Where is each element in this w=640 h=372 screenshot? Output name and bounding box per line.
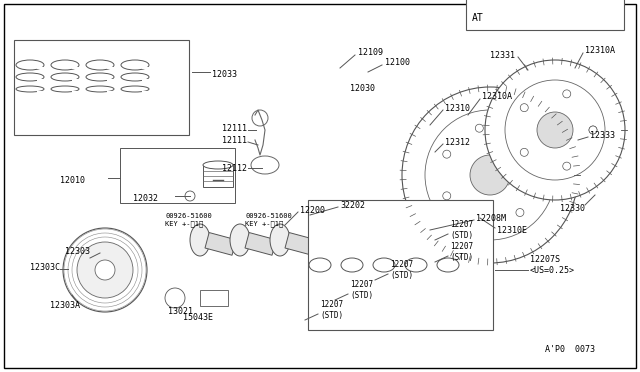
Text: 13021: 13021 xyxy=(168,308,193,317)
Text: 12333: 12333 xyxy=(590,131,615,140)
Bar xyxy=(200,290,228,306)
Circle shape xyxy=(516,134,524,141)
Circle shape xyxy=(520,104,528,112)
Text: 12207
(STD): 12207 (STD) xyxy=(450,242,473,262)
Circle shape xyxy=(425,110,555,240)
Circle shape xyxy=(476,124,483,132)
Bar xyxy=(308,200,493,330)
Text: 12200: 12200 xyxy=(300,205,325,215)
Text: 12112: 12112 xyxy=(222,164,247,173)
Text: 12303C: 12303C xyxy=(30,263,60,273)
Text: 00926-51600
KEY +-（1）: 00926-51600 KEY +-（1） xyxy=(245,213,292,227)
Text: 12109: 12109 xyxy=(358,48,383,57)
Bar xyxy=(466,0,624,30)
Ellipse shape xyxy=(190,224,210,256)
Circle shape xyxy=(443,192,451,200)
Circle shape xyxy=(95,260,115,280)
Circle shape xyxy=(589,126,597,134)
Text: 12207
(STD): 12207 (STD) xyxy=(390,260,413,280)
Ellipse shape xyxy=(350,224,370,256)
Bar xyxy=(325,232,356,255)
Circle shape xyxy=(77,242,133,298)
Circle shape xyxy=(443,150,451,158)
Bar xyxy=(14,40,189,135)
Text: 12303A: 12303A xyxy=(50,301,80,310)
Ellipse shape xyxy=(310,224,330,256)
Text: 12207
(STD): 12207 (STD) xyxy=(350,280,373,300)
Circle shape xyxy=(534,171,542,179)
Circle shape xyxy=(505,80,605,180)
Bar xyxy=(245,232,276,255)
Circle shape xyxy=(476,218,483,226)
Circle shape xyxy=(537,112,573,148)
Text: 12310A: 12310A xyxy=(482,92,512,100)
Text: 12310A: 12310A xyxy=(585,45,615,55)
Circle shape xyxy=(470,155,510,195)
Circle shape xyxy=(185,191,195,201)
Text: 12207
(STD): 12207 (STD) xyxy=(320,300,343,320)
Circle shape xyxy=(534,171,542,179)
Ellipse shape xyxy=(230,224,250,256)
Text: 00926-51600
KEY +-（1）: 00926-51600 KEY +-（1） xyxy=(165,213,212,227)
Text: 12111: 12111 xyxy=(222,135,247,144)
Circle shape xyxy=(589,126,597,134)
Text: 12330: 12330 xyxy=(560,203,585,212)
Text: 12310E: 12310E xyxy=(497,225,527,234)
Ellipse shape xyxy=(270,224,290,256)
Bar xyxy=(285,232,316,255)
Circle shape xyxy=(252,110,268,126)
Text: 12207
(STD): 12207 (STD) xyxy=(450,220,473,240)
Text: 12312: 12312 xyxy=(445,138,470,147)
Circle shape xyxy=(563,90,571,98)
Text: 15043E: 15043E xyxy=(183,314,213,323)
Text: 12032: 12032 xyxy=(133,193,158,202)
Circle shape xyxy=(402,87,578,263)
Text: 12303: 12303 xyxy=(65,247,90,257)
Text: 12111: 12111 xyxy=(222,124,247,132)
Circle shape xyxy=(63,228,147,312)
Text: 12010: 12010 xyxy=(60,176,85,185)
Circle shape xyxy=(563,162,571,170)
Circle shape xyxy=(165,288,185,308)
Text: 12030: 12030 xyxy=(350,83,375,93)
Circle shape xyxy=(520,148,528,156)
Text: 12310: 12310 xyxy=(445,103,470,112)
Text: 32202: 32202 xyxy=(340,201,365,209)
Text: 12208M: 12208M xyxy=(476,214,506,222)
Bar xyxy=(205,232,236,255)
Circle shape xyxy=(485,60,625,200)
Text: 12033: 12033 xyxy=(212,70,237,78)
Ellipse shape xyxy=(203,161,233,169)
Text: 12207S
<US=0.25>: 12207S <US=0.25> xyxy=(530,255,575,275)
Text: 12100: 12100 xyxy=(385,58,410,67)
Text: A'P0  0073: A'P0 0073 xyxy=(545,346,595,355)
Ellipse shape xyxy=(251,156,279,174)
Text: AT: AT xyxy=(472,13,484,23)
Bar xyxy=(203,165,233,187)
Bar xyxy=(120,148,235,203)
Circle shape xyxy=(516,209,524,217)
Text: 12331: 12331 xyxy=(490,51,515,60)
